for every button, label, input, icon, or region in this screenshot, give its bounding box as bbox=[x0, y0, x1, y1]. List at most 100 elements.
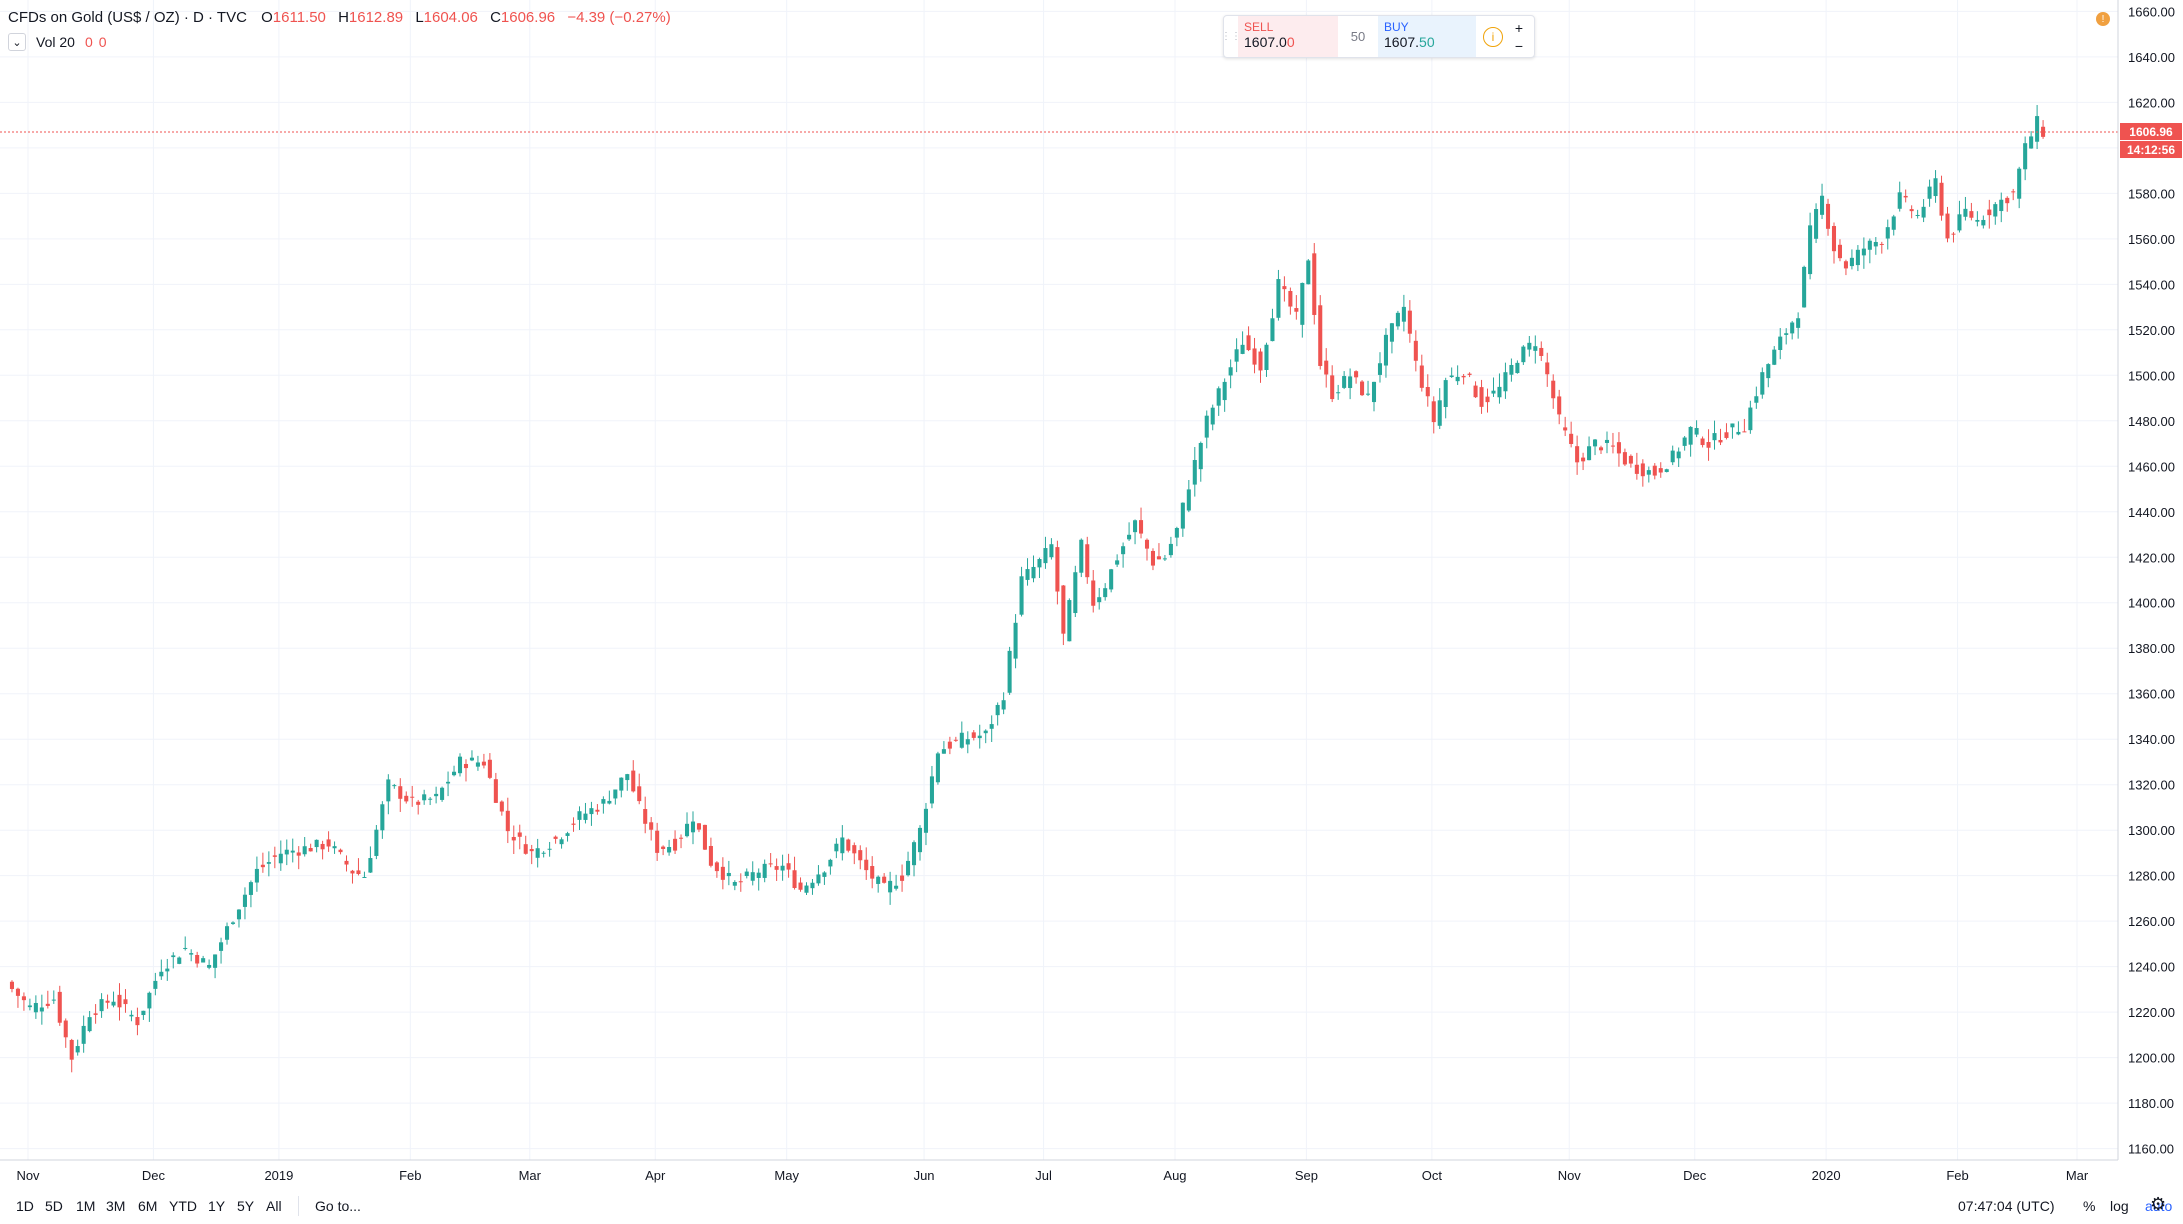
candle-body bbox=[529, 849, 534, 852]
info-button[interactable]: i bbox=[1476, 16, 1510, 57]
sell-price: 1607.00 bbox=[1244, 34, 1332, 50]
candle-body bbox=[1742, 431, 1747, 433]
candle-body bbox=[1837, 244, 1842, 259]
candle-body bbox=[702, 824, 707, 850]
candle-body bbox=[1198, 442, 1203, 470]
candle-body bbox=[1724, 432, 1729, 438]
candle-body bbox=[368, 858, 373, 873]
candle-body bbox=[1664, 469, 1669, 472]
utc-clock[interactable]: 07:47:04 (UTC) bbox=[1958, 1198, 2055, 1214]
time-tick-label: 2019 bbox=[264, 1168, 293, 1183]
candle-body bbox=[1539, 347, 1544, 356]
candle-body bbox=[1395, 312, 1400, 327]
candle-body bbox=[1760, 372, 1765, 395]
candle-body bbox=[911, 842, 917, 866]
candle-body bbox=[1569, 433, 1574, 444]
candle-body bbox=[1019, 576, 1024, 615]
candle-body bbox=[834, 843, 839, 852]
candle-body bbox=[900, 875, 905, 881]
candle-body bbox=[499, 801, 504, 812]
candle-body bbox=[965, 739, 970, 745]
candle-body bbox=[1515, 362, 1520, 374]
candle-body bbox=[852, 845, 857, 854]
alert-icon[interactable]: ! bbox=[2096, 12, 2110, 26]
candle-body bbox=[1563, 427, 1568, 431]
candle-body bbox=[1652, 465, 1657, 476]
candle-body bbox=[1115, 560, 1120, 565]
candle-body bbox=[1121, 546, 1126, 555]
candle-body bbox=[1204, 415, 1209, 438]
buy-button[interactable]: BUY 1607.50 bbox=[1378, 16, 1476, 57]
candle-body bbox=[828, 859, 833, 867]
symbol-legend[interactable]: CFDs on Gold (US$ / OZ) · D · TVC O1611.… bbox=[8, 9, 679, 26]
timeframe-1y[interactable]: 1Y bbox=[208, 1198, 226, 1214]
quantity-stepper[interactable]: + − bbox=[1510, 16, 1528, 57]
timeframe-5d[interactable]: 5D bbox=[45, 1198, 63, 1214]
close-label: C bbox=[490, 9, 501, 26]
chevron-down-icon[interactable]: ⌄ bbox=[8, 33, 26, 51]
auto-toggle[interactable]: auto bbox=[2145, 1198, 2173, 1214]
price-tick-label: 1400.00 bbox=[2128, 596, 2175, 611]
candle-body bbox=[1927, 186, 1932, 199]
candle-body bbox=[1533, 346, 1538, 351]
candle-body bbox=[1945, 213, 1950, 239]
candle-body bbox=[1037, 559, 1042, 568]
timeframe-3m[interactable]: 3M bbox=[106, 1198, 126, 1214]
quantity-field[interactable]: 50 bbox=[1350, 29, 1366, 44]
timeframe-5y[interactable]: 5Y bbox=[237, 1198, 255, 1214]
log-toggle[interactable]: log bbox=[2110, 1198, 2129, 1214]
candle-body bbox=[607, 800, 612, 804]
candle-body bbox=[1138, 520, 1144, 534]
candle-body bbox=[1389, 323, 1394, 342]
go-to-button[interactable]: Go to... bbox=[315, 1198, 361, 1214]
plus-icon[interactable]: + bbox=[1514, 19, 1524, 36]
gear-icon[interactable]: ⚙ bbox=[2150, 1194, 2167, 1214]
candle-body bbox=[1431, 401, 1436, 423]
candle-body bbox=[487, 759, 492, 778]
candle-body bbox=[171, 955, 176, 958]
candle-body bbox=[541, 852, 546, 854]
candle-body bbox=[858, 850, 863, 861]
candle-body bbox=[463, 763, 469, 769]
candle-body bbox=[840, 837, 845, 854]
timeframe-ytd[interactable]: YTD bbox=[169, 1198, 197, 1214]
timeframe-all[interactable]: All bbox=[266, 1198, 282, 1214]
low-label: L bbox=[415, 9, 424, 26]
price-chart[interactable]: 1160.00 1180.00 1200.00 1220.00 1240.00 1260.… bbox=[0, 0, 2183, 1188]
candle-body bbox=[1825, 203, 1831, 229]
price-tick-label: 1640.00 bbox=[2128, 50, 2175, 65]
candle-body bbox=[1909, 209, 1914, 212]
timeframe-1d[interactable]: 1D bbox=[16, 1198, 34, 1214]
candle-body bbox=[1640, 463, 1645, 477]
timeframe-1m[interactable]: 1M bbox=[76, 1198, 96, 1214]
minus-icon[interactable]: − bbox=[1514, 37, 1524, 54]
candle-body bbox=[1861, 248, 1866, 256]
candle-body bbox=[780, 865, 785, 871]
candle-body bbox=[1981, 219, 1986, 226]
volume-legend[interactable]: ⌄ Vol 20 0 0 bbox=[8, 33, 107, 51]
timeframe-6m[interactable]: 6M bbox=[138, 1198, 158, 1214]
candle-body bbox=[1216, 388, 1221, 406]
time-axis[interactable]: Nov Dec 2019 Feb Mar Apr May Jun Jul Aug Sep Oct Nov… bbox=[16, 1168, 2088, 1183]
price-axis[interactable]: 1160.00 1180.00 1200.00 1220.00 1240.00 1260.… bbox=[2128, 4, 2175, 1156]
candle-body bbox=[935, 753, 940, 783]
candle-body bbox=[2005, 197, 2010, 204]
candle-body bbox=[1049, 544, 1054, 558]
candle-body bbox=[1575, 446, 1580, 463]
sell-button[interactable]: SELL 1607.00 bbox=[1238, 16, 1338, 57]
candle-body bbox=[45, 1003, 50, 1006]
candle-body bbox=[1246, 335, 1251, 351]
time-tick-label: Mar bbox=[2066, 1168, 2089, 1183]
candle-body bbox=[1168, 543, 1173, 556]
candle-body bbox=[1778, 336, 1783, 350]
candle-body bbox=[1754, 396, 1759, 403]
candlestick-series bbox=[9, 105, 2046, 1073]
candle-body bbox=[1180, 502, 1185, 529]
symbol-title[interactable]: CFDs on Gold (US$ / OZ) · D · TVC bbox=[8, 9, 247, 26]
price-tick-label: 1520.00 bbox=[2128, 323, 2175, 338]
drag-handle-icon[interactable]: ⋮⋮ bbox=[1221, 31, 1241, 42]
percent-toggle[interactable]: % bbox=[2083, 1198, 2096, 1214]
candle-body bbox=[320, 843, 325, 850]
candle-body bbox=[1443, 380, 1448, 408]
candle-body bbox=[1079, 539, 1084, 573]
